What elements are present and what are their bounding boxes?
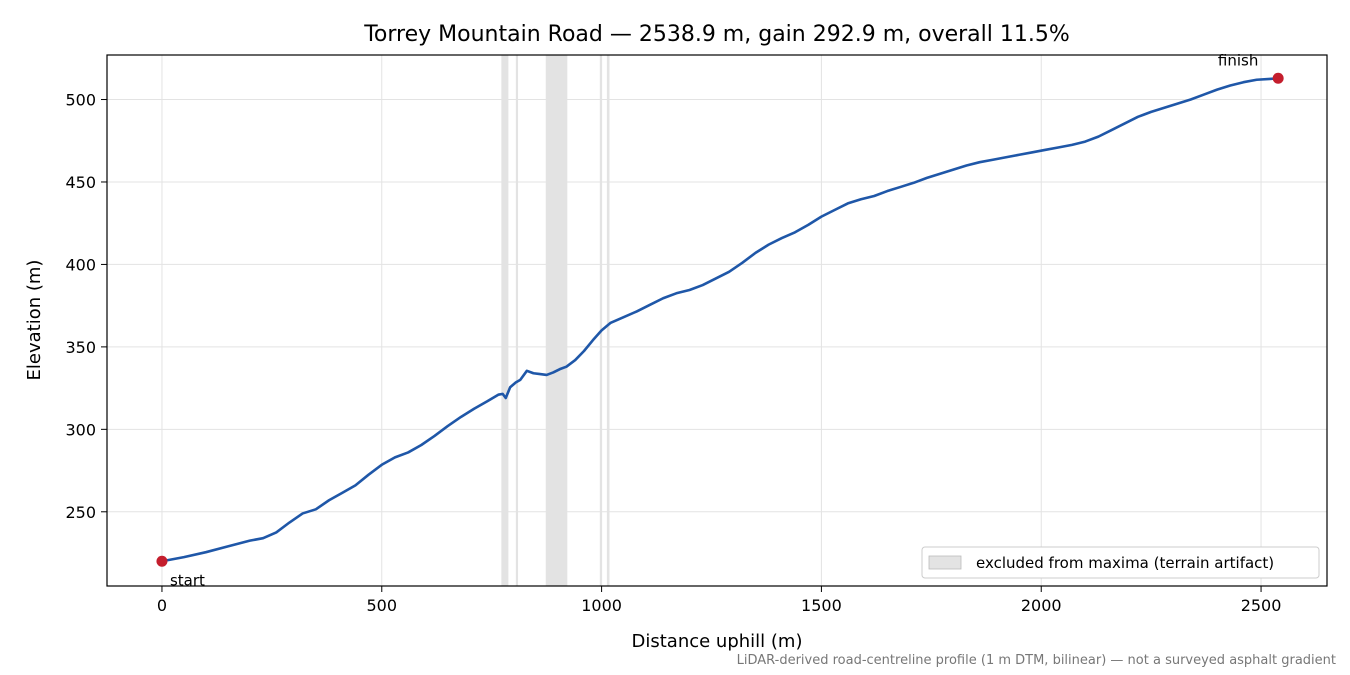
series-layer xyxy=(160,76,1280,563)
y-axis-ticks: 250 300 350 400 450 500 xyxy=(65,91,107,522)
y-tick-label-250: 250 xyxy=(65,503,96,522)
y-tick-label-500: 500 xyxy=(65,91,96,110)
y-tick-label-350: 350 xyxy=(65,338,96,357)
legend-box xyxy=(921,546,1320,579)
footnote: LiDAR-derived road-centreline profile (1… xyxy=(737,653,1336,668)
start-marker xyxy=(156,555,168,567)
start-label: start xyxy=(170,571,205,589)
endpoint-markers: start finish xyxy=(156,51,1284,589)
finish-label: finish xyxy=(1218,51,1258,69)
x-axis-ticks: 0 500 1000 1500 2000 2500 xyxy=(157,586,1282,615)
x-tick-label-0: 0 xyxy=(157,596,167,615)
chart-title: Torrey Mountain Road — 2538.9 m, gain 29… xyxy=(363,22,1070,47)
excluded-band-2 xyxy=(545,55,568,586)
excluded-band-1 xyxy=(515,55,519,586)
x-tick-label-500: 500 xyxy=(367,596,398,615)
excluded-band-3 xyxy=(599,55,602,586)
y-axis-label: Elevation (m) xyxy=(24,260,45,381)
legend-swatch-excluded xyxy=(928,555,962,570)
excluded-bands xyxy=(501,55,610,586)
legend-label-excluded: excluded from maxima (terrain artifact) xyxy=(976,554,1274,572)
legend: excluded from maxima (terrain artifact) xyxy=(921,546,1320,579)
x-tick-label-1500: 1500 xyxy=(801,596,842,615)
y-tick-label-300: 300 xyxy=(65,420,96,439)
x-tick-label-2500: 2500 xyxy=(1241,596,1282,615)
plot-area: start finish xyxy=(106,51,1328,589)
excluded-band-0 xyxy=(501,55,509,586)
finish-marker xyxy=(1272,72,1284,84)
x-tick-label-2000: 2000 xyxy=(1021,596,1062,615)
plot-frame xyxy=(106,54,1328,587)
gridlines xyxy=(107,55,1327,586)
y-tick-label-400: 400 xyxy=(65,255,96,274)
x-axis-label: Distance uphill (m) xyxy=(632,631,803,652)
elevation-profile-line-0 xyxy=(160,76,1280,563)
plot-background xyxy=(107,55,1327,586)
x-tick-label-1000: 1000 xyxy=(581,596,622,615)
excluded-band-4 xyxy=(606,55,610,586)
y-tick-label-450: 450 xyxy=(65,173,96,192)
